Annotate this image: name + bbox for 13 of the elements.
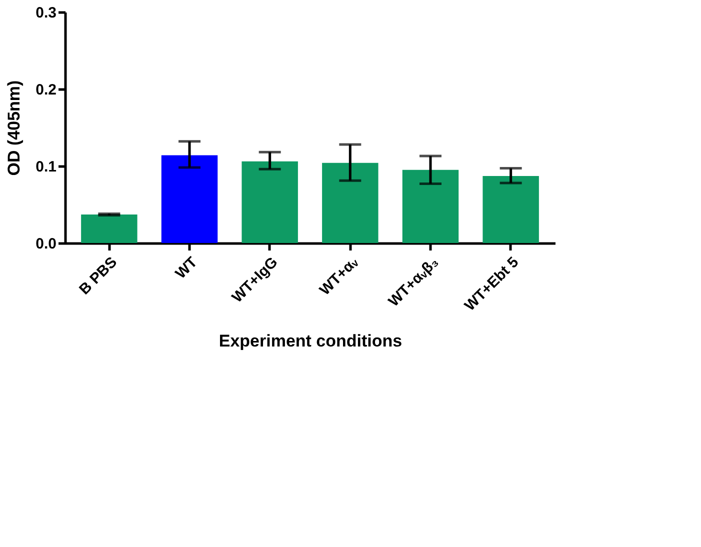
y-axis-title: OD (405nm): [4, 80, 24, 176]
y-tick-label: 0.1: [36, 158, 56, 176]
y-tick-label: 0.3: [36, 4, 56, 22]
bar: [81, 214, 138, 243]
y-tick-label: 0.2: [36, 82, 56, 98]
x-tick-label: WT: [172, 254, 201, 282]
bar: [242, 161, 298, 243]
bar: [322, 162, 378, 243]
bar: [482, 176, 539, 243]
bar: [402, 170, 459, 243]
y-tick-label: 0.0: [36, 236, 56, 252]
x-axis-title: Experiment conditions: [218, 332, 402, 351]
bar: [161, 155, 218, 243]
